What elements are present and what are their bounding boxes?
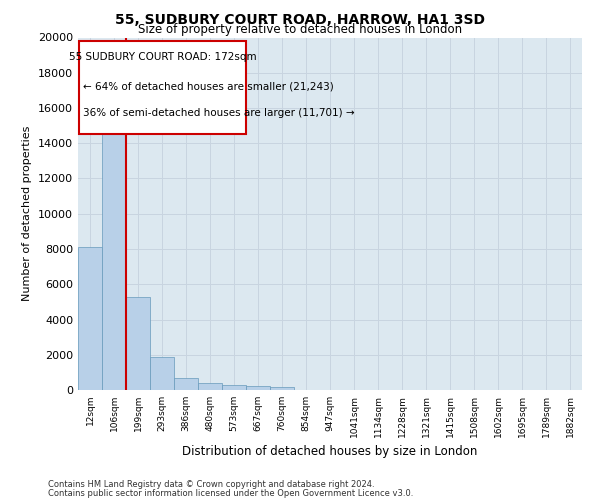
FancyBboxPatch shape <box>79 41 246 134</box>
Bar <box>78 247 102 390</box>
Bar <box>246 386 270 390</box>
Bar <box>150 358 174 390</box>
Bar <box>222 385 246 390</box>
Bar <box>270 386 294 390</box>
Bar <box>102 99 126 390</box>
Text: Contains HM Land Registry data © Crown copyright and database right 2024.: Contains HM Land Registry data © Crown c… <box>48 480 374 489</box>
Text: ← 64% of detached houses are smaller (21,243): ← 64% of detached houses are smaller (21… <box>83 82 334 92</box>
X-axis label: Distribution of detached houses by size in London: Distribution of detached houses by size … <box>182 446 478 458</box>
Bar <box>198 384 222 390</box>
Text: 55 SUDBURY COURT ROAD: 172sqm: 55 SUDBURY COURT ROAD: 172sqm <box>69 52 256 62</box>
Text: 55, SUDBURY COURT ROAD, HARROW, HA1 3SD: 55, SUDBURY COURT ROAD, HARROW, HA1 3SD <box>115 12 485 26</box>
Bar <box>126 296 150 390</box>
Text: 36% of semi-detached houses are larger (11,701) →: 36% of semi-detached houses are larger (… <box>83 108 355 118</box>
Text: Contains public sector information licensed under the Open Government Licence v3: Contains public sector information licen… <box>48 488 413 498</box>
Text: Size of property relative to detached houses in London: Size of property relative to detached ho… <box>138 22 462 36</box>
Bar <box>174 378 198 390</box>
Y-axis label: Number of detached properties: Number of detached properties <box>22 126 32 302</box>
